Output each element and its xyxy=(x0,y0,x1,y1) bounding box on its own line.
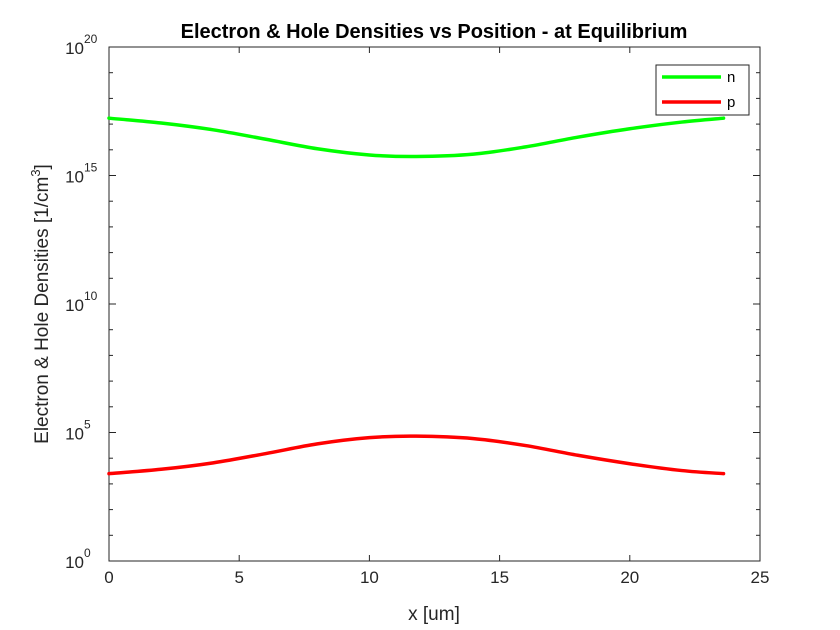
y-tick-label: 10 xyxy=(65,296,84,315)
chart-title: Electron & Hole Densities vs Position - … xyxy=(181,21,688,43)
y-axis-label-end: ] xyxy=(32,164,53,169)
y-tick-exponent: 10 xyxy=(84,289,98,303)
y-tick-label: 10 xyxy=(65,39,84,58)
y-tick-label: 10 xyxy=(65,553,84,572)
y-tick-exponent: 20 xyxy=(84,32,98,46)
x-tick-label: 15 xyxy=(490,568,509,587)
y-axis-label-superscript: 3 xyxy=(28,169,43,176)
legend-label-n: n xyxy=(727,69,735,86)
x-tick-label: 10 xyxy=(360,568,379,587)
series-layer xyxy=(107,116,726,476)
plot-area xyxy=(108,46,761,562)
x-tick-label: 20 xyxy=(620,568,639,587)
series-line-n xyxy=(107,116,726,159)
x-tick-label: 25 xyxy=(751,568,770,587)
legend-label-p: p xyxy=(727,94,735,111)
y-tick-label: 10 xyxy=(65,425,84,444)
x-axis: 0 5 10 15 20 25 xyxy=(104,47,769,587)
y-tick-base: 10 xyxy=(65,553,84,572)
y-tick-exponent: 15 xyxy=(84,161,98,175)
axes-box xyxy=(108,46,761,562)
y-tick-base: 10 xyxy=(65,425,84,444)
y-axis-label: Electron & Hole Densities [1/cm3] xyxy=(28,164,53,444)
series-line-p xyxy=(107,434,726,476)
y-tick-base: 10 xyxy=(65,39,84,58)
y-tick-exponent: 5 xyxy=(84,418,91,432)
y-axis-label-main: Electron & Hole Densities [1/cm xyxy=(32,177,53,444)
legend: np xyxy=(655,64,750,116)
y-tick-exponent: 0 xyxy=(84,546,91,560)
x-axis-label: x [um] xyxy=(408,604,460,625)
x-tick-label: 0 xyxy=(104,568,113,587)
legend-box xyxy=(655,64,750,116)
x-tick-label: 5 xyxy=(234,568,243,587)
y-tick-label: 10 xyxy=(65,168,84,187)
y-tick-base: 10 xyxy=(65,296,84,315)
y-tick-base: 10 xyxy=(65,168,84,187)
